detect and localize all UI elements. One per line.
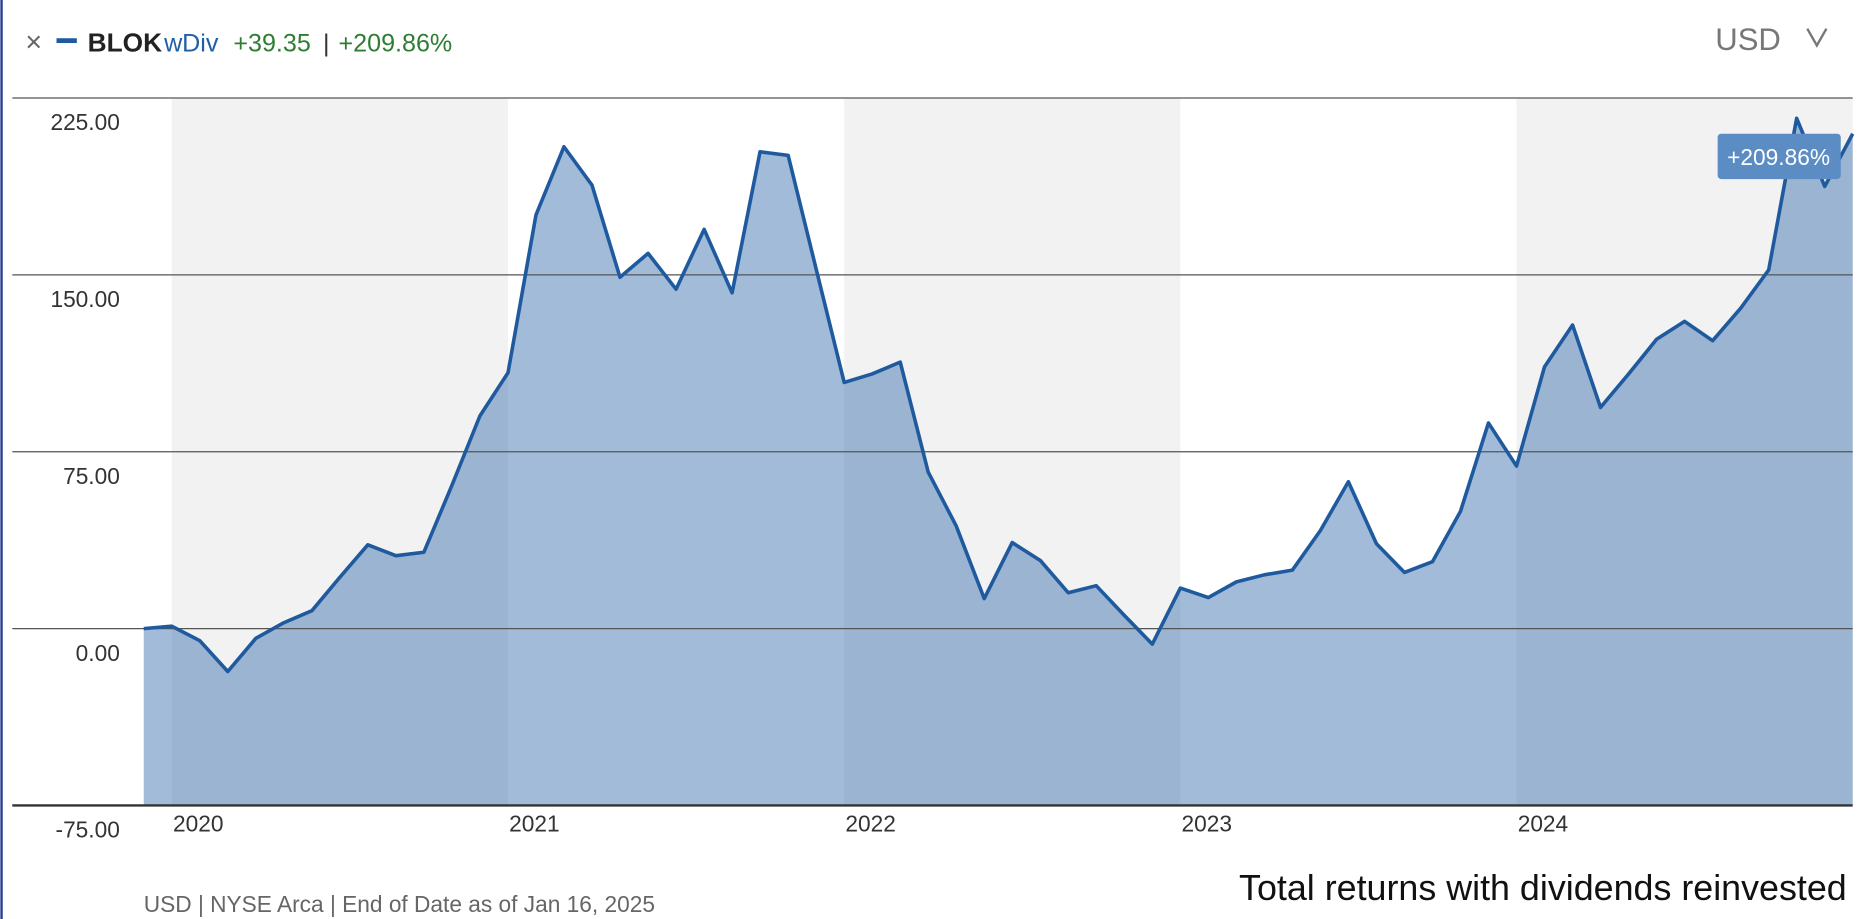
change-pct: +209.86% — [339, 29, 453, 57]
x-tick-label: 2020 — [173, 811, 223, 837]
currency-chevron[interactable] — [1806, 28, 1828, 48]
x-tick-label: 2023 — [1182, 811, 1232, 837]
plot: -75.00 0.00 75.00 150.00 225.00 2020 2021 2022 2… — [12, 97, 1855, 843]
close-button[interactable]: × — [25, 26, 42, 58]
x-tick-label: 2024 — [1518, 811, 1568, 837]
mode[interactable]: wDiv — [163, 29, 219, 57]
y-tick-label: 150.00 — [50, 286, 119, 312]
currency-select[interactable]: USD — [1715, 22, 1781, 57]
y-tick-label: 75.00 — [63, 463, 120, 489]
value-badge — [1717, 133, 1841, 180]
caption: Total returns with dividends reinvested — [1239, 868, 1847, 908]
y-tick-label: -75.00 — [56, 817, 120, 843]
ticker: BLOK — [88, 27, 162, 57]
change: +39.35 — [233, 29, 310, 57]
y-tick-label: 0.00 — [76, 640, 120, 666]
area — [143, 118, 1853, 806]
series-swatch — [56, 38, 77, 44]
x-tick-label: 2022 — [845, 811, 895, 837]
x-tick-label: 2021 — [509, 811, 559, 837]
line — [143, 116, 1855, 674]
left-border — [0, 0, 3, 919]
value-badge-label: +209.86% — [1727, 144, 1830, 170]
y-tick-label: 225.00 — [50, 109, 119, 135]
separator: | — [323, 29, 330, 57]
footer: USD | NYSE Arca | End of Date as of Jan … — [144, 891, 655, 917]
